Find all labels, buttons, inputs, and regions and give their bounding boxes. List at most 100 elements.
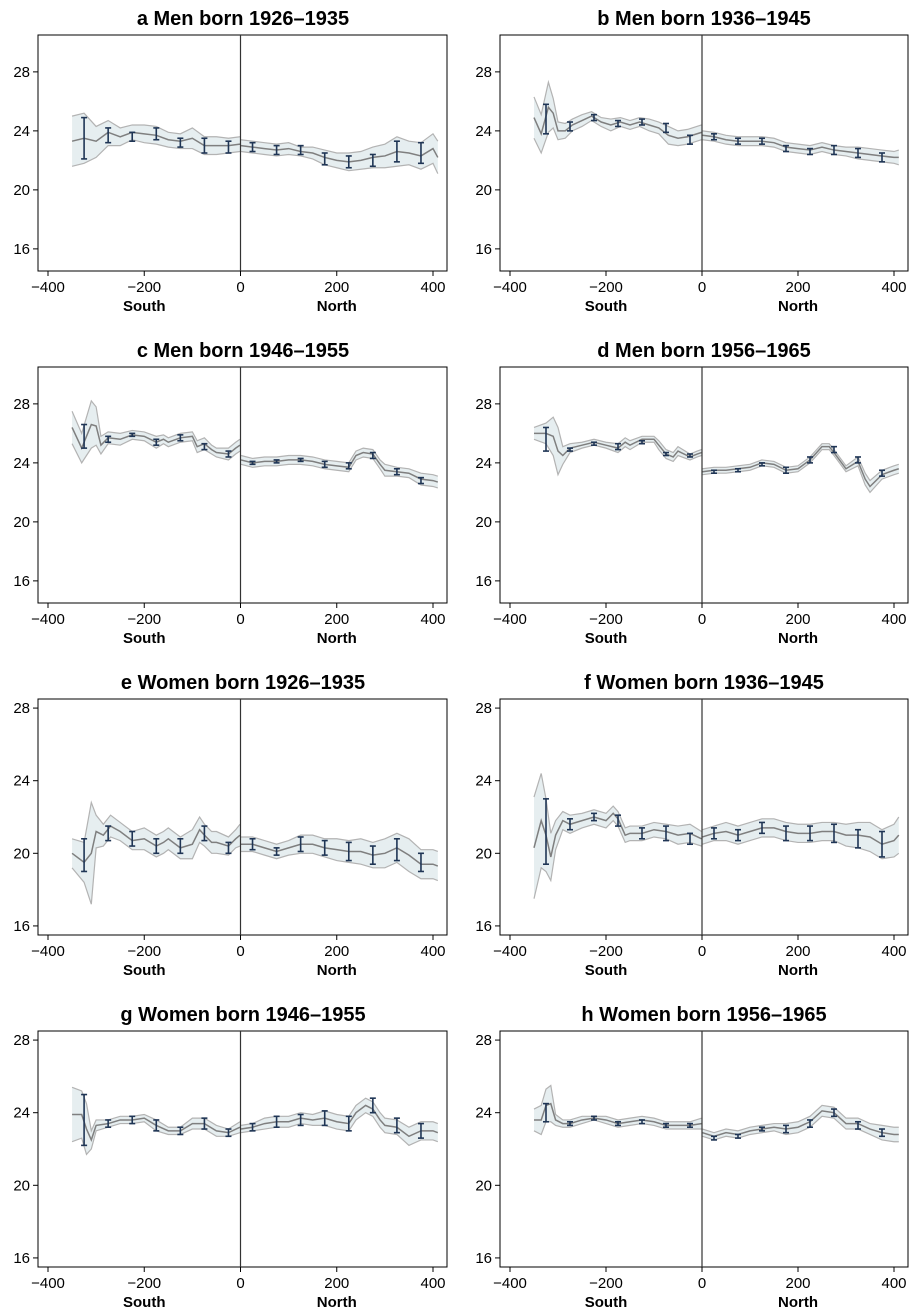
confidence-band xyxy=(702,817,899,859)
plot-frame xyxy=(37,1030,448,1268)
error-bar xyxy=(417,141,424,165)
y-tick-label: 24 xyxy=(13,773,30,790)
x-label-south: South xyxy=(123,298,166,315)
y-tick-label: 16 xyxy=(475,573,492,590)
x-label-north: North xyxy=(778,1294,818,1311)
y-tick-label: 20 xyxy=(13,182,30,199)
error-bar xyxy=(663,451,669,457)
x-label-north: North xyxy=(778,298,818,315)
panel-title: g Women born 1946–1955 xyxy=(120,1004,365,1026)
x-label-north: North xyxy=(317,630,357,647)
chart-panel-a: a Men born 1926–1935 16 20 24 28 −400 −200 0 200… xyxy=(13,8,448,315)
band-upper-edge xyxy=(240,447,438,477)
error-bar xyxy=(201,442,208,451)
fitted-line xyxy=(533,105,702,140)
y-tick-label: 24 xyxy=(13,1105,30,1122)
y-tick-label: 24 xyxy=(475,123,492,140)
error-bar xyxy=(297,144,304,156)
error-bar xyxy=(345,841,352,862)
chart-panel-g: g Women born 1946–1955 16 20 24 28 −400 −200 0 2… xyxy=(13,1004,448,1311)
y-tick-label: 20 xyxy=(475,514,492,531)
error-bar xyxy=(711,469,717,475)
error-bar xyxy=(759,462,765,467)
y-tick-label: 28 xyxy=(13,64,30,81)
confidence-band xyxy=(702,1105,899,1142)
error-bar xyxy=(369,153,376,168)
y-tick-label: 28 xyxy=(475,700,492,717)
x-tick-label: 0 xyxy=(698,943,706,960)
band-upper-edge xyxy=(240,832,439,853)
error-bar xyxy=(567,1120,573,1127)
error-bar xyxy=(81,423,88,449)
x-tick-label: −400 xyxy=(31,1275,65,1292)
error-bar xyxy=(663,1122,669,1129)
x-label-south: South xyxy=(585,630,628,647)
error-bar xyxy=(543,103,549,135)
error-bar xyxy=(249,141,256,153)
x-tick-label: −200 xyxy=(127,943,161,960)
y-tick-label: 16 xyxy=(475,1250,492,1267)
error-bar xyxy=(105,1119,112,1129)
error-bar xyxy=(225,450,232,458)
x-tick-label: 0 xyxy=(236,1275,244,1292)
confidence-band xyxy=(240,448,438,488)
band-upper-edge xyxy=(533,79,702,132)
error-bar xyxy=(591,812,597,822)
x-tick-label: −200 xyxy=(589,279,623,296)
band-upper-edge xyxy=(71,399,241,449)
error-bar xyxy=(807,456,813,464)
band-lower-edge xyxy=(533,438,702,477)
band-lower-edge xyxy=(533,1119,702,1136)
error-bar xyxy=(735,137,741,145)
band-lower-edge xyxy=(71,836,241,905)
panel-title: f Women born 1936–1945 xyxy=(584,672,824,694)
x-tick-label: 400 xyxy=(881,611,906,628)
error-bar xyxy=(615,814,621,827)
error-bar xyxy=(663,122,669,134)
y-tick-label: 20 xyxy=(13,845,30,862)
y-tick-label: 24 xyxy=(475,773,492,790)
band-lower-edge xyxy=(702,139,899,166)
x-tick-label: 200 xyxy=(785,943,810,960)
x-tick-label: −200 xyxy=(589,611,623,628)
panel-title: b Men born 1936–1945 xyxy=(597,8,810,30)
error-bar xyxy=(639,1119,645,1125)
error-bar xyxy=(201,137,208,154)
error-bar xyxy=(759,1126,765,1132)
x-tick-label: 0 xyxy=(236,611,244,628)
x-tick-label: −400 xyxy=(493,1275,527,1292)
y-tick-label: 28 xyxy=(13,396,30,413)
error-bar xyxy=(855,828,861,849)
error-bar xyxy=(153,1119,160,1132)
panel-title: h Women born 1956–1965 xyxy=(581,1004,826,1026)
error-bar xyxy=(153,438,160,446)
error-bar xyxy=(369,1097,376,1114)
x-label-north: North xyxy=(778,630,818,647)
fitted-line xyxy=(702,134,899,159)
error-bar xyxy=(321,460,328,469)
error-bar xyxy=(687,453,693,458)
error-bar xyxy=(249,1122,256,1132)
error-bar xyxy=(129,830,136,847)
band-lower-edge xyxy=(240,456,438,489)
x-label-south: South xyxy=(585,1294,628,1311)
error-bar xyxy=(879,830,885,858)
error-bar xyxy=(567,121,573,132)
band-upper-edge xyxy=(71,800,241,844)
x-label-south: South xyxy=(123,962,166,979)
x-label-south: South xyxy=(585,298,628,315)
band-upper-edge xyxy=(702,1104,899,1134)
error-bar xyxy=(879,469,885,477)
x-tick-label: −200 xyxy=(127,279,161,296)
error-bar xyxy=(639,827,645,840)
x-label-south: South xyxy=(123,1294,166,1311)
x-tick-label: −400 xyxy=(493,943,527,960)
x-tick-label: 400 xyxy=(420,279,445,296)
error-bar xyxy=(711,133,717,141)
y-tick-label: 24 xyxy=(13,123,30,140)
error-bar xyxy=(807,147,813,156)
error-bar xyxy=(759,137,765,145)
x-label-south: South xyxy=(585,962,628,979)
error-bar xyxy=(153,837,160,855)
error-bar xyxy=(273,459,280,464)
